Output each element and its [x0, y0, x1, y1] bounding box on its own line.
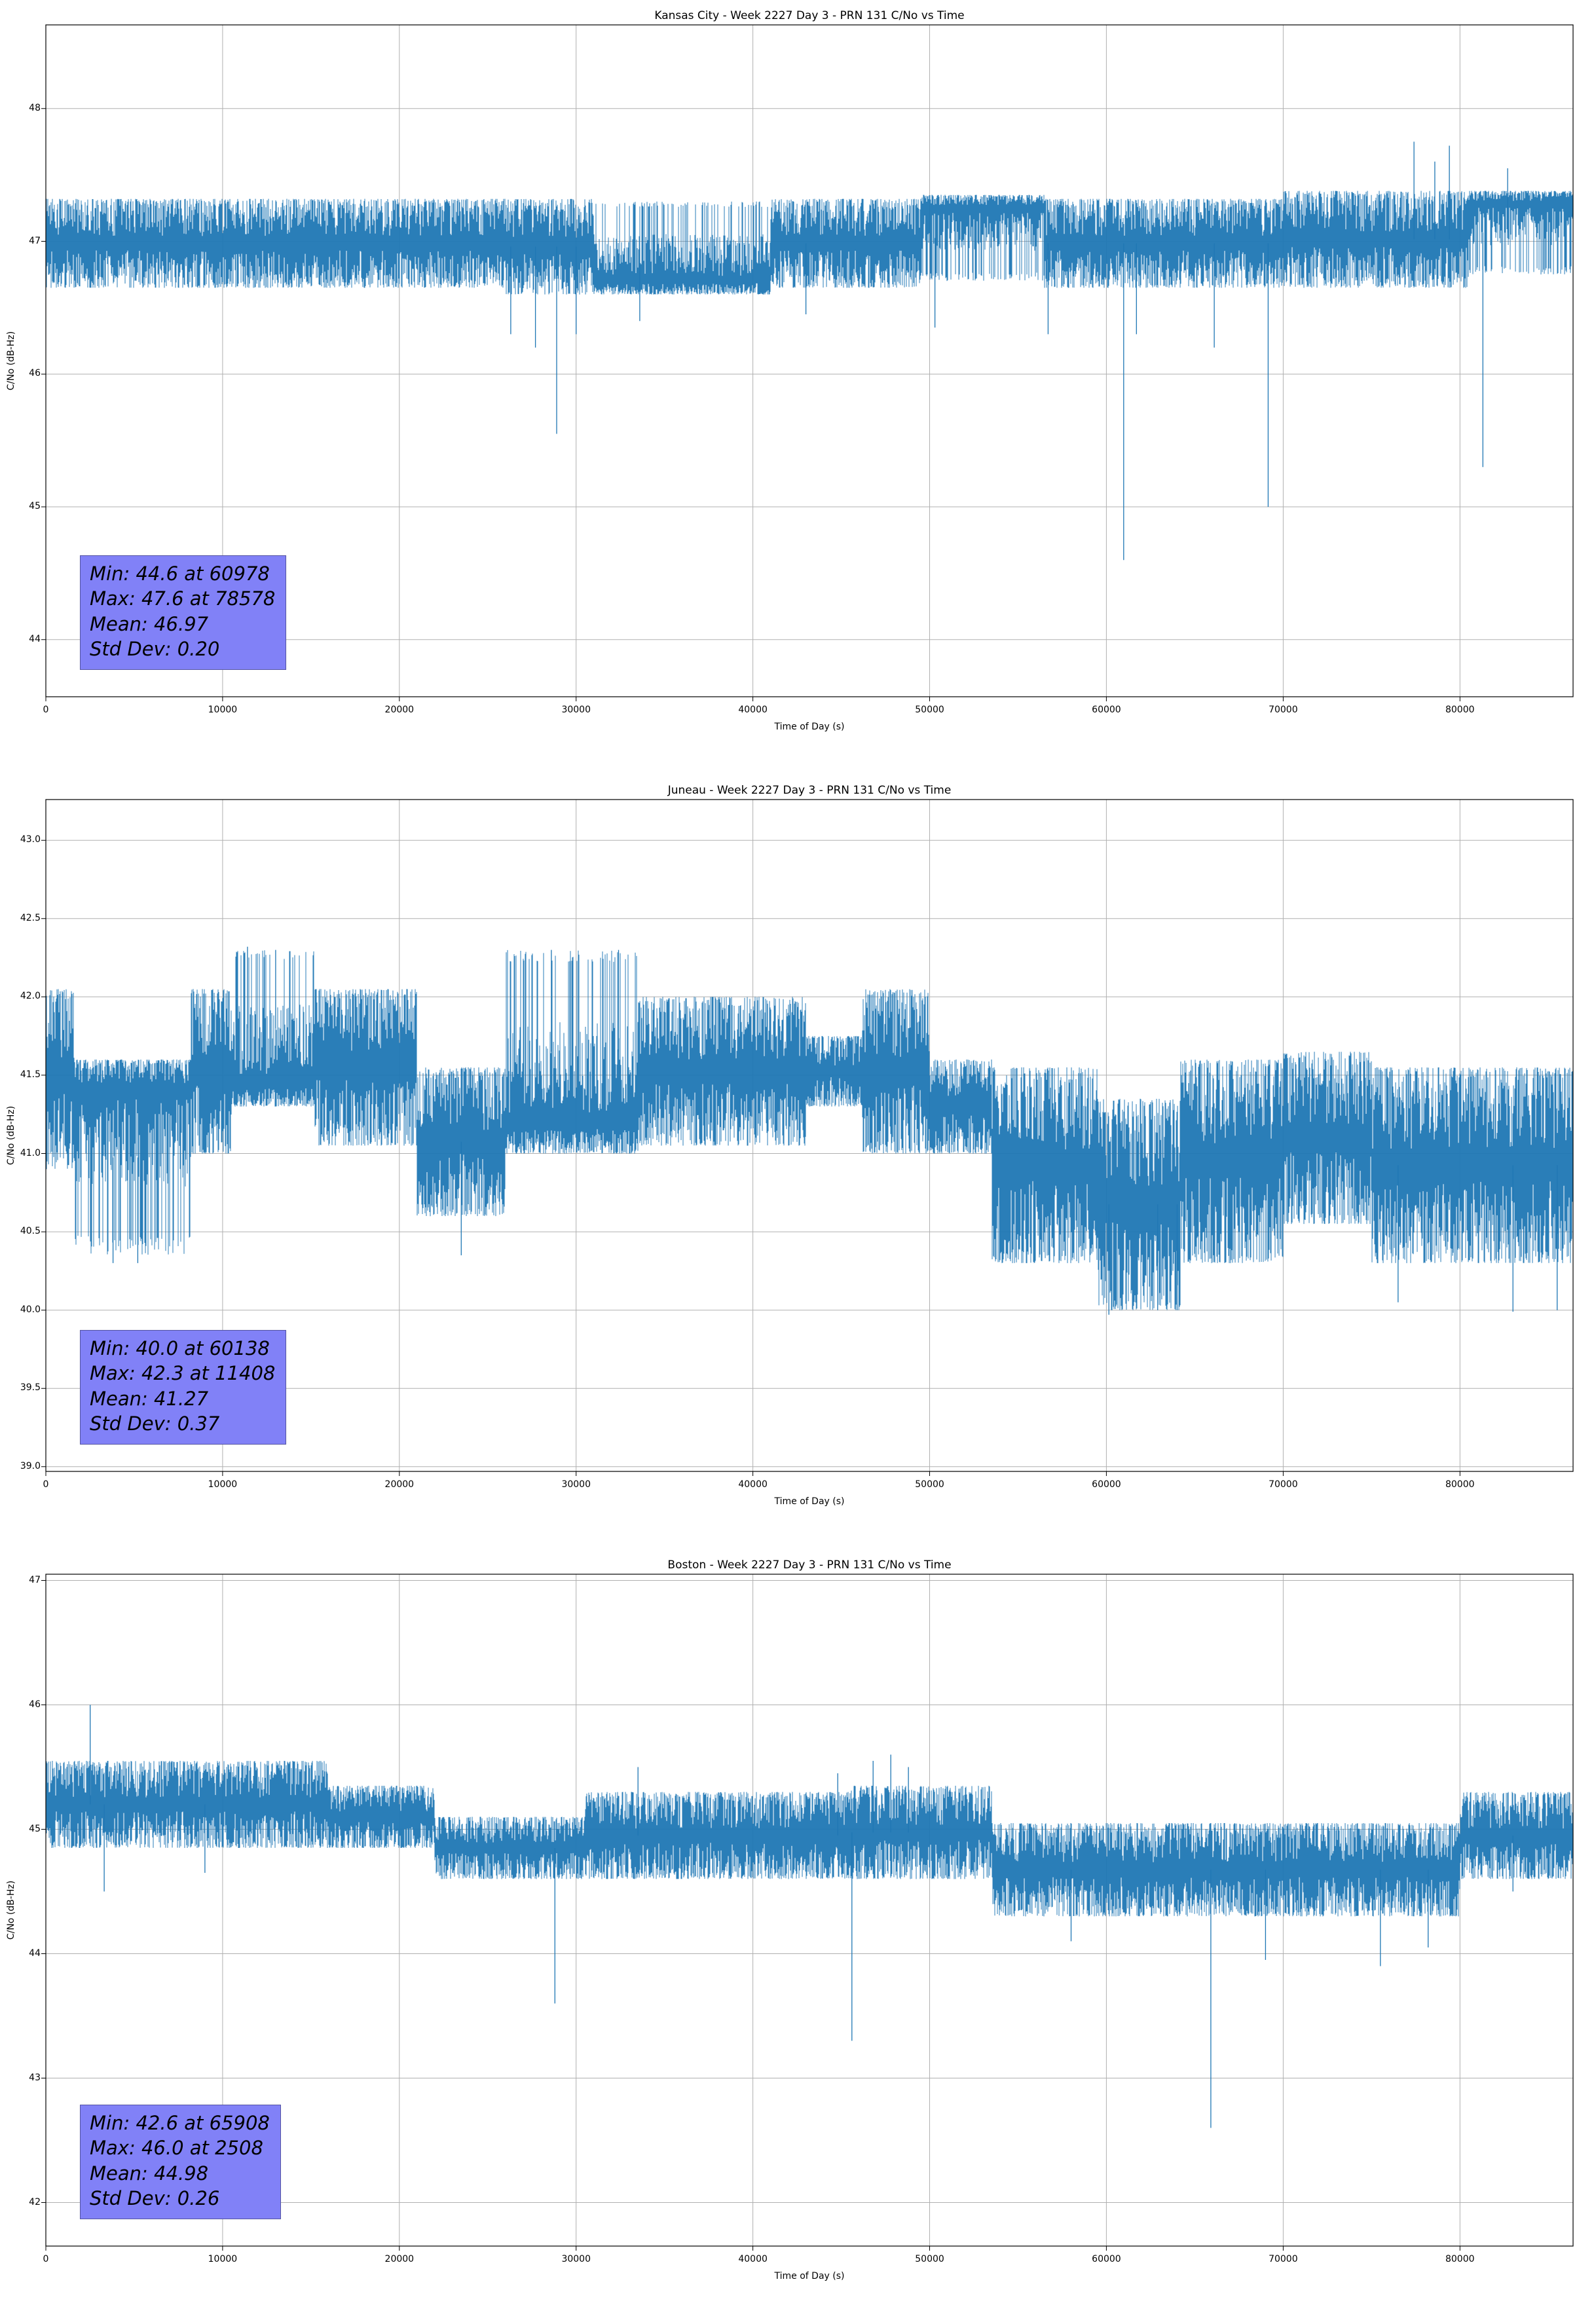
stats-annotation: Min: 40.0 at 60138 Max: 42.3 at 11408 Me… — [80, 1330, 287, 1445]
stat-mean: Mean: 44.98 — [90, 2162, 209, 2185]
data-series — [45, 1705, 1574, 2128]
x-tick-label: 80000 — [1445, 2254, 1475, 2264]
chart-title: Juneau - Week 2227 Day 3 - PRN 131 C/No … — [667, 784, 952, 797]
y-tick-label: 42 — [29, 2196, 41, 2207]
signal-band — [45, 1761, 1574, 1917]
data-series — [45, 946, 1574, 1315]
y-tick-label: 46 — [29, 1699, 41, 1710]
x-tick-label: 20000 — [384, 1479, 415, 1490]
x-tick-label: 10000 — [208, 1479, 238, 1490]
y-tick-label: 44 — [29, 1947, 41, 1959]
x-tick-label: 40000 — [738, 1479, 768, 1490]
stats-annotation: Min: 44.6 at 60978 Max: 47.6 at 78578 Me… — [80, 555, 287, 671]
y-axis-label: C/No (dB-Hz) — [6, 331, 16, 391]
y-tick-label: 42.0 — [20, 991, 41, 1002]
y-tick-label: 45 — [29, 501, 41, 512]
spike-lines — [90, 1705, 1513, 2128]
x-axis-label: Time of Day (s) — [774, 1496, 845, 1507]
figure-kansas-city: Kansas City - Week 2227 Day 3 - PRN 131 … — [0, 0, 1577, 775]
tick-marks — [41, 839, 1460, 1476]
x-tick-label: 30000 — [561, 2254, 591, 2264]
x-tick-label: 0 — [43, 1479, 49, 1490]
x-tick-label: 10000 — [208, 2254, 238, 2264]
x-tick-label: 30000 — [561, 705, 591, 715]
stat-mean: Mean: 46.97 — [90, 612, 209, 635]
stat-max: Max: 42.3 at 11408 — [90, 1362, 276, 1385]
y-tick-label: 43 — [29, 2072, 41, 2083]
figure-juneau: Juneau - Week 2227 Day 3 - PRN 131 C/No … — [0, 775, 1577, 1549]
x-tick-label: 50000 — [915, 1479, 944, 1490]
stats-annotation: Min: 42.6 at 65908 Max: 46.0 at 2508 Mea… — [80, 2105, 281, 2220]
y-tick-label: 46 — [29, 368, 41, 379]
tick-marks — [41, 1580, 1460, 2251]
x-tick-label: 50000 — [915, 2254, 944, 2264]
x-tick-label: 60000 — [1092, 2254, 1121, 2264]
plot-canvas-juneau — [41, 799, 1574, 1476]
data-series — [45, 141, 1574, 561]
axes-frame — [41, 799, 1574, 1476]
stat-mean: Mean: 41.27 — [90, 1387, 209, 1410]
y-tick-label: 39.0 — [20, 1460, 41, 1471]
y-tick-label: 40.0 — [20, 1304, 41, 1315]
tick-marks — [41, 108, 1460, 701]
plot-canvas-kansas-city — [41, 24, 1574, 701]
spike-lines — [510, 141, 1508, 561]
y-tick-label: 43.0 — [20, 834, 41, 845]
x-tick-label: 70000 — [1269, 705, 1298, 715]
x-tick-label: 80000 — [1445, 705, 1475, 715]
stat-min: Min: 44.6 at 60978 — [90, 563, 270, 585]
stat-max: Max: 47.6 at 78578 — [90, 587, 276, 610]
chart-title: Kansas City - Week 2227 Day 3 - PRN 131 … — [654, 9, 965, 22]
x-tick-label: 10000 — [208, 705, 238, 715]
x-tick-label: 80000 — [1445, 1479, 1475, 1490]
axes-frame — [41, 1574, 1574, 2251]
stat-min: Min: 40.0 at 60138 — [90, 1337, 270, 1359]
x-tick-label: 50000 — [915, 705, 944, 715]
signal-band — [45, 191, 1574, 295]
y-tick-label: 47 — [29, 1574, 41, 1585]
y-tick-label: 47 — [29, 235, 41, 246]
stat-max: Max: 46.0 at 2508 — [90, 2137, 263, 2160]
x-tick-label: 70000 — [1269, 1479, 1298, 1490]
x-tick-label: 60000 — [1092, 1479, 1121, 1490]
figure-boston: Boston - Week 2227 Day 3 - PRN 131 C/No … — [0, 1549, 1577, 2324]
x-tick-label: 20000 — [384, 2254, 415, 2264]
stat-stddev: Std Dev: 0.37 — [90, 1412, 220, 1435]
stat-stddev: Std Dev: 0.26 — [90, 2186, 220, 2209]
spike-lines — [112, 946, 1558, 1315]
y-axis-label: C/No (dB-Hz) — [6, 1880, 16, 1940]
stat-stddev: Std Dev: 0.20 — [90, 637, 220, 660]
axes-frame — [41, 24, 1574, 701]
y-tick-label: 44 — [29, 633, 41, 644]
y-tick-label: 48 — [29, 102, 41, 113]
x-tick-label: 20000 — [384, 705, 415, 715]
signal-band — [45, 950, 1574, 1310]
y-tick-label: 40.5 — [20, 1226, 41, 1237]
x-tick-label: 0 — [43, 705, 49, 715]
chart-title: Boston - Week 2227 Day 3 - PRN 131 C/No … — [667, 1559, 952, 1572]
stat-min: Min: 42.6 at 65908 — [90, 2112, 270, 2134]
y-tick-label: 41.0 — [20, 1147, 41, 1158]
x-axis-label: Time of Day (s) — [774, 2271, 845, 2281]
y-tick-label: 41.5 — [20, 1069, 41, 1080]
x-axis-label: Time of Day (s) — [774, 722, 845, 732]
x-tick-label: 30000 — [561, 1479, 591, 1490]
x-tick-label: 40000 — [738, 705, 768, 715]
x-tick-label: 0 — [43, 2254, 49, 2264]
x-tick-label: 60000 — [1092, 705, 1121, 715]
y-tick-label: 42.5 — [20, 912, 41, 923]
plot-canvas-boston — [41, 1574, 1574, 2251]
x-tick-label: 40000 — [738, 2254, 768, 2264]
y-tick-label: 45 — [29, 1823, 41, 1834]
x-tick-label: 70000 — [1269, 2254, 1298, 2264]
y-tick-label: 39.5 — [20, 1382, 41, 1393]
